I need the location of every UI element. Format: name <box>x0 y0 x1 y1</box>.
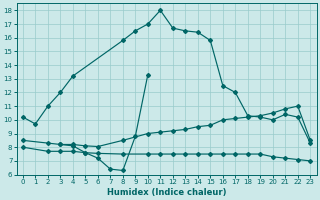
X-axis label: Humidex (Indice chaleur): Humidex (Indice chaleur) <box>107 188 226 197</box>
